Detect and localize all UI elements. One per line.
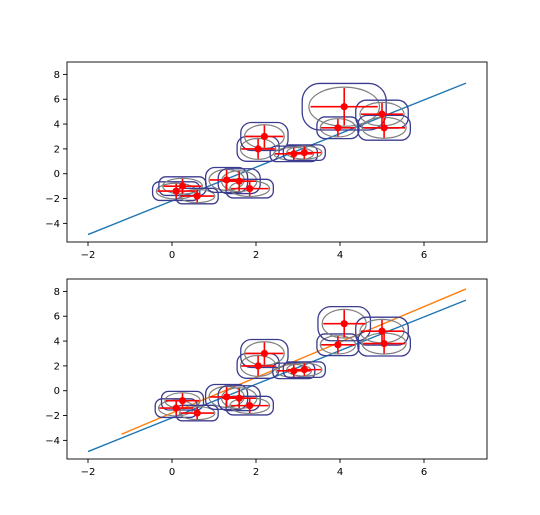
top-panel: −2 0 2 4 6 −4 −2 0 2 4 6 8 xyxy=(45,61,488,261)
data-point xyxy=(178,182,187,190)
y-tick-label: 2 xyxy=(54,144,60,155)
uncertainty-contour-outer xyxy=(272,362,316,380)
data-point xyxy=(254,362,262,370)
uncertainty-contour-inner xyxy=(319,118,357,138)
plot-area xyxy=(87,82,467,236)
uncertainty-contour-outer xyxy=(269,145,319,163)
y-tick-label: 4 xyxy=(54,120,60,131)
plot-area xyxy=(87,288,467,453)
y-tick-label: 2 xyxy=(54,361,60,372)
uncertainty-contour-inner xyxy=(321,308,367,339)
y-tick-label: 4 xyxy=(54,337,60,348)
bottom-panel: −2 0 2 4 6 −4 −2 0 2 4 6 8 xyxy=(45,278,488,478)
data-point xyxy=(254,145,262,153)
data-point xyxy=(378,327,386,335)
uncertainty-contour-inner xyxy=(178,405,216,421)
y-tick-label: 8 xyxy=(54,70,60,81)
data-point xyxy=(260,349,268,358)
y-tick-label: −4 xyxy=(45,219,60,230)
y-tick-label: −2 xyxy=(45,194,60,205)
uncertainty-contour-outer xyxy=(282,361,326,379)
uncertainty-contour-outer xyxy=(217,385,261,412)
x-tick-label: 2 xyxy=(253,250,259,261)
axes-frame xyxy=(66,278,488,460)
data-point xyxy=(340,103,348,111)
y-tick-label: −4 xyxy=(45,436,60,447)
data-point xyxy=(340,320,348,328)
y-tick-label: 6 xyxy=(54,312,60,323)
uncertainty-contour-outer xyxy=(282,144,326,162)
data-point xyxy=(378,110,386,118)
data-point xyxy=(172,404,180,412)
uncertainty-contour-inner xyxy=(361,116,407,139)
uncertainty-contour-outer xyxy=(240,338,289,369)
data-point xyxy=(334,341,342,349)
data-point xyxy=(260,132,268,141)
data-point xyxy=(193,409,201,417)
data-point xyxy=(334,124,342,132)
uncertainty-contour-outer xyxy=(240,121,289,152)
x-tick-label: 6 xyxy=(421,250,427,261)
x-tick-label: 4 xyxy=(337,467,343,478)
uncertainty-contour-outer xyxy=(317,305,372,342)
uncertainty-contour-inner xyxy=(286,145,323,160)
data-point xyxy=(235,177,243,185)
uncertainty-contour-inner xyxy=(239,137,277,160)
data-point xyxy=(300,366,308,374)
uncertainty-contour-inner xyxy=(162,177,203,195)
y-tick-label: 0 xyxy=(54,169,60,180)
x-tick-label: 6 xyxy=(421,467,427,478)
uncertainty-contour-outer xyxy=(316,116,360,140)
x-tick-label: 2 xyxy=(253,467,259,478)
data-point xyxy=(178,397,187,405)
x-tick-label: 0 xyxy=(169,250,175,261)
data-point xyxy=(223,176,231,184)
y-tick-label: 6 xyxy=(54,95,60,106)
data-point xyxy=(380,124,388,132)
data-point xyxy=(380,339,388,348)
data-point xyxy=(290,150,298,158)
y-tick-label: 8 xyxy=(54,287,60,298)
uncertainty-contour-inner xyxy=(286,362,323,377)
data-point xyxy=(290,367,298,375)
uncertainty-contour-inner xyxy=(178,188,216,204)
axes-frame xyxy=(66,61,488,243)
data-point xyxy=(246,402,254,410)
x-tick-label: 0 xyxy=(169,467,175,478)
data-point xyxy=(246,185,254,193)
data-point xyxy=(235,394,243,402)
x-tick-label: 4 xyxy=(337,250,343,261)
uncertainty-contour-inner xyxy=(319,335,357,355)
uncertainty-contour-inner xyxy=(239,354,277,377)
data-point xyxy=(172,187,180,195)
y-tick-label: −2 xyxy=(45,411,60,422)
data-point xyxy=(193,192,201,200)
x-tick-label: −2 xyxy=(81,250,96,261)
y-tick-label: 0 xyxy=(54,386,60,397)
uncertainty-contour-outer xyxy=(217,168,261,195)
uncertainty-contour-outer xyxy=(316,333,360,357)
x-tick-label: −2 xyxy=(81,467,96,478)
data-point xyxy=(223,393,231,401)
data-point xyxy=(300,149,308,157)
uncertainty-contour-inner xyxy=(308,86,381,127)
uncertainty-contour-outer xyxy=(301,82,387,131)
